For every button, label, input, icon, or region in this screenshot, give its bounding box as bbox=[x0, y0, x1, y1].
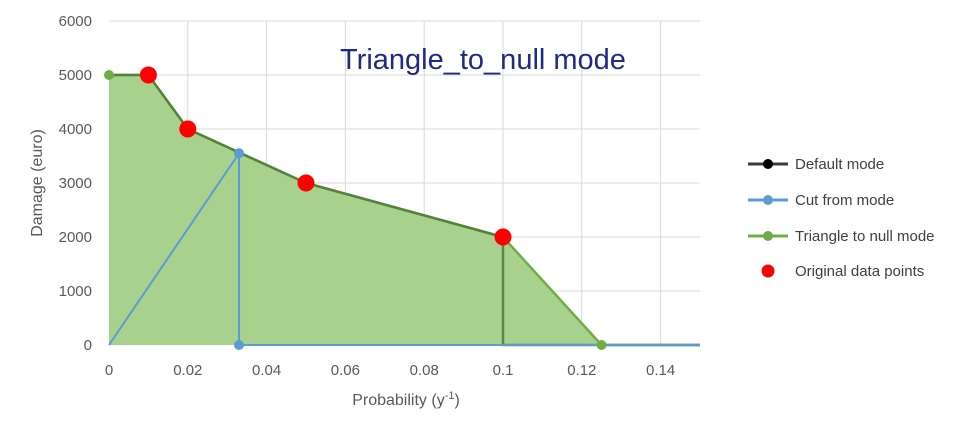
x-tick-label: 0.06 bbox=[331, 362, 360, 379]
x-tick-label: 0.14 bbox=[646, 362, 675, 379]
legend-item-cut: Cut from mode bbox=[748, 192, 894, 209]
cut-point bbox=[234, 340, 245, 350]
x-axis-unit: y bbox=[437, 392, 445, 409]
y-tick-label: 6000 bbox=[59, 13, 92, 30]
original-data-point bbox=[494, 228, 512, 246]
x-tick-label: 0.1 bbox=[493, 362, 514, 379]
triangle-point bbox=[104, 70, 114, 80]
x-tick-label: 0.02 bbox=[173, 362, 202, 379]
y-axis-title: Damage (euro) bbox=[29, 129, 46, 237]
x-tick-label: 0.04 bbox=[252, 362, 281, 379]
x-axis-unit-exponent: -1 bbox=[445, 390, 455, 402]
y-tick-labels: 0 1000 2000 3000 4000 5000 6000 bbox=[59, 13, 92, 354]
legend-item-original: Original data points bbox=[761, 263, 924, 280]
legend-item-default: Default mode bbox=[748, 156, 884, 173]
series-markers bbox=[104, 66, 607, 350]
y-tick-label: 0 bbox=[84, 337, 92, 354]
legend-label-original: Original data points bbox=[795, 263, 924, 280]
legend-item-triangle: Triangle to null mode bbox=[748, 228, 935, 245]
cut-series-line bbox=[108, 152, 700, 346]
y-tick-label: 5000 bbox=[59, 67, 92, 84]
original-data-point bbox=[139, 66, 157, 84]
original-data-point bbox=[179, 120, 197, 138]
cut-point bbox=[234, 148, 245, 159]
chart-title: Triangle_to_null mode bbox=[340, 44, 626, 76]
y-tick-label: 1000 bbox=[59, 283, 92, 300]
legend-label-default: Default mode bbox=[795, 156, 884, 173]
original-data-point bbox=[297, 174, 315, 192]
legend-label-triangle: Triangle to null mode bbox=[795, 228, 935, 245]
x-tick-labels: 0 0.02 0.04 0.06 0.08 0.1 0.12 0.14 bbox=[105, 362, 675, 379]
y-tick-label: 3000 bbox=[59, 175, 92, 192]
x-axis-title: Probability (y-1) bbox=[352, 390, 460, 409]
triangle-point bbox=[596, 340, 607, 350]
legend: Default mode Cut from mode Triangle to n… bbox=[748, 156, 935, 280]
x-tick-label: 0.08 bbox=[410, 362, 439, 379]
x-axis-title-text: Probability bbox=[352, 392, 427, 409]
x-tick-label: 0 bbox=[105, 362, 113, 379]
y-tick-label: 4000 bbox=[59, 121, 92, 138]
legend-label-cut: Cut from mode bbox=[795, 192, 894, 209]
y-tick-label: 2000 bbox=[59, 229, 92, 246]
x-tick-label: 0.12 bbox=[567, 362, 596, 379]
